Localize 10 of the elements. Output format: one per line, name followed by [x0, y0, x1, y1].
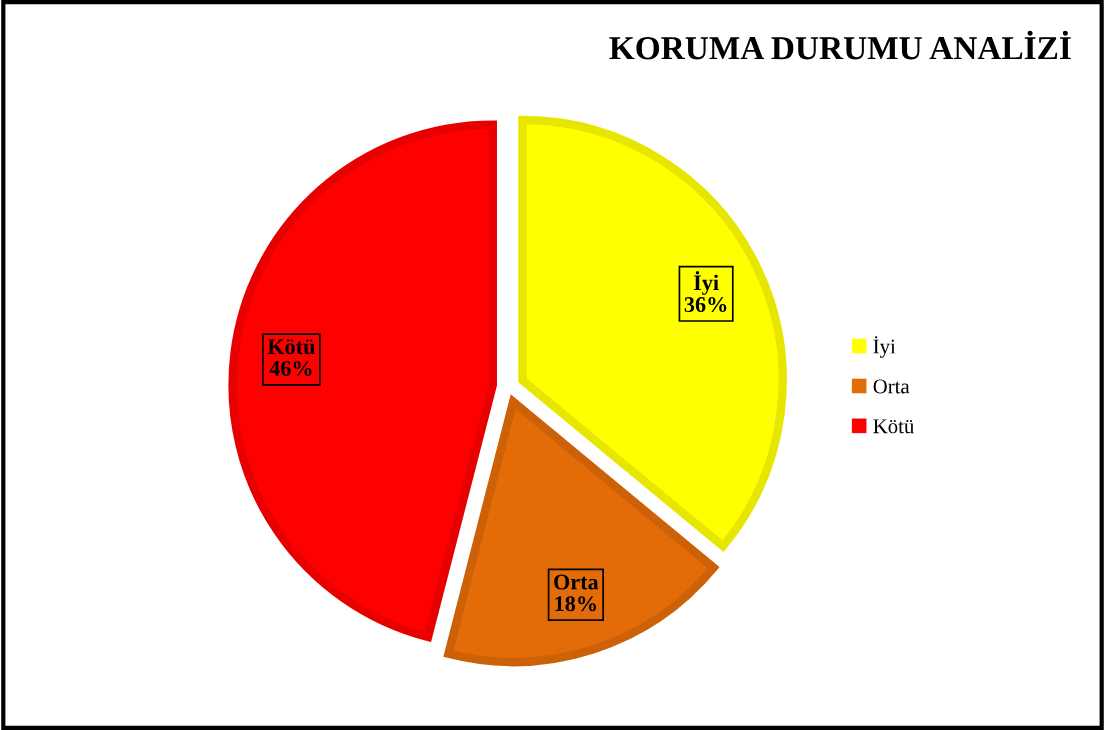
legend-label: Orta — [873, 379, 910, 394]
slice-label: Kötü — [267, 339, 315, 355]
slice-label: Orta — [554, 574, 599, 590]
data-label: 18% — [555, 596, 596, 612]
legend-label: İyi — [873, 336, 896, 358]
slice-label: İyi — [693, 271, 719, 295]
legend-label: Kötü — [873, 419, 914, 434]
data-label: 46% — [269, 360, 312, 376]
chart-title: KORUMA DURUMU ANALİZİ — [609, 30, 1071, 60]
data-label: 36% — [684, 297, 727, 313]
